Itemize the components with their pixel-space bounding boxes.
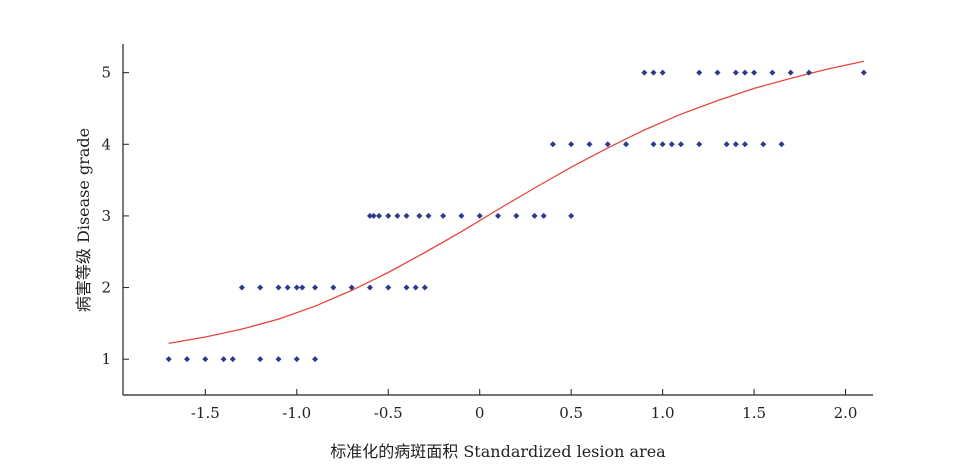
data-point bbox=[568, 212, 575, 219]
y-axis-label: 病害等级 Disease grade bbox=[74, 128, 93, 312]
data-point bbox=[659, 141, 666, 148]
data-point bbox=[275, 284, 282, 291]
data-point bbox=[284, 284, 291, 291]
data-point bbox=[549, 141, 556, 148]
data-point bbox=[421, 284, 428, 291]
x-tick-label: 1.5 bbox=[742, 404, 766, 422]
data-point bbox=[238, 284, 245, 291]
data-point bbox=[723, 141, 730, 148]
x-tick-label: 0 bbox=[475, 404, 485, 422]
data-point bbox=[275, 356, 282, 363]
y-tick-label: 2 bbox=[101, 279, 111, 297]
data-point bbox=[257, 356, 264, 363]
y-tick-label: 4 bbox=[101, 135, 111, 153]
data-point bbox=[531, 212, 538, 219]
data-point bbox=[299, 284, 306, 291]
data-point bbox=[229, 356, 236, 363]
data-point bbox=[751, 69, 758, 76]
y-tick-label: 3 bbox=[101, 207, 111, 225]
data-point bbox=[403, 284, 410, 291]
data-point bbox=[495, 212, 501, 219]
data-point bbox=[586, 141, 593, 148]
data-point bbox=[293, 356, 300, 363]
data-point bbox=[650, 69, 657, 76]
y-tick-label: 1 bbox=[101, 350, 111, 368]
data-point bbox=[403, 212, 410, 219]
data-point bbox=[385, 212, 392, 219]
data-point bbox=[668, 141, 675, 148]
data-point bbox=[416, 212, 423, 219]
data-point bbox=[787, 69, 794, 76]
x-tick-label: 1.0 bbox=[651, 404, 675, 422]
data-point bbox=[165, 356, 172, 363]
data-point bbox=[760, 141, 767, 148]
data-point bbox=[330, 284, 337, 291]
data-point bbox=[769, 69, 776, 76]
data-point bbox=[540, 212, 547, 219]
data-point bbox=[376, 212, 383, 219]
data-point bbox=[425, 212, 432, 219]
data-point bbox=[202, 356, 209, 363]
axes: -1.5 -1.0 -0.5 0 0.5 1.0 1.5 2.0 1 2 3 4 5 bbox=[101, 44, 873, 422]
data-point bbox=[677, 141, 684, 148]
data-point bbox=[366, 212, 373, 219]
data-point bbox=[659, 69, 666, 76]
data-point bbox=[348, 284, 355, 291]
data-point bbox=[458, 212, 465, 219]
plot-area bbox=[165, 60, 867, 363]
data-point bbox=[641, 69, 648, 76]
data-point bbox=[714, 69, 721, 76]
data-point bbox=[732, 141, 739, 148]
data-point bbox=[312, 284, 319, 291]
data-point bbox=[293, 284, 300, 291]
data-point bbox=[568, 141, 575, 148]
data-point bbox=[370, 212, 377, 219]
data-point bbox=[184, 356, 191, 363]
data-point bbox=[394, 212, 401, 219]
data-point bbox=[312, 356, 319, 363]
data-point bbox=[412, 284, 419, 291]
data-point bbox=[257, 284, 264, 291]
data-point bbox=[696, 69, 703, 76]
data-point bbox=[778, 141, 785, 148]
data-point bbox=[650, 141, 657, 148]
data-point bbox=[741, 141, 748, 148]
x-tick-label: 2.0 bbox=[834, 404, 858, 422]
x-tick-label: -0.5 bbox=[374, 404, 403, 422]
data-point bbox=[513, 212, 520, 219]
data-point bbox=[366, 284, 373, 291]
data-point bbox=[385, 284, 392, 291]
fitted-curve bbox=[168, 60, 865, 345]
data-point bbox=[860, 69, 867, 76]
y-tick-label: 5 bbox=[101, 64, 111, 82]
x-tick-label: -1.5 bbox=[191, 404, 220, 422]
data-point bbox=[476, 212, 483, 219]
data-point bbox=[440, 212, 447, 219]
x-tick-label: -1.0 bbox=[282, 404, 311, 422]
data-point bbox=[623, 141, 630, 148]
data-point bbox=[805, 69, 812, 76]
data-point bbox=[220, 356, 227, 363]
data-point bbox=[741, 69, 748, 76]
x-tick-label: 0.5 bbox=[559, 404, 583, 422]
data-point bbox=[732, 69, 739, 76]
x-axis-label: 标准化的病斑面积 Standardized lesion area bbox=[330, 442, 666, 461]
data-point bbox=[604, 141, 611, 148]
data-point bbox=[696, 141, 703, 148]
